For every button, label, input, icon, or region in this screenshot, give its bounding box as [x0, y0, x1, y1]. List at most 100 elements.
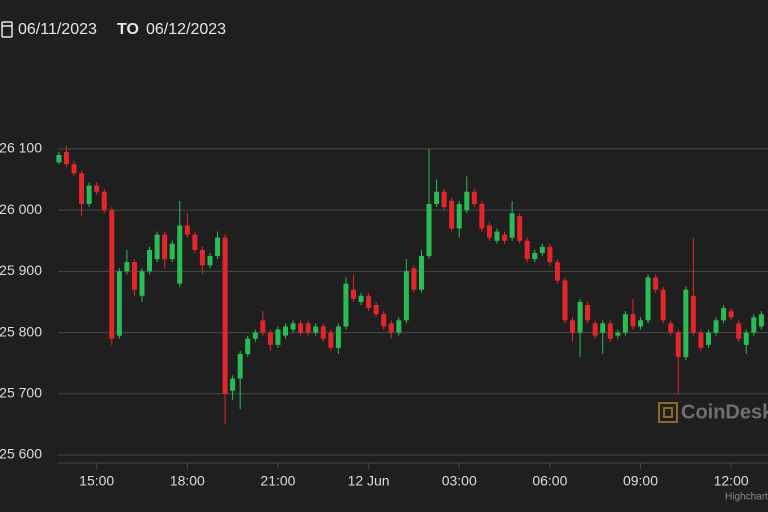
candle-body — [124, 262, 130, 272]
candle-body — [630, 314, 636, 327]
y-tick-label: 26 000 — [0, 201, 42, 217]
candle-body — [758, 314, 764, 327]
candle-body — [479, 203, 485, 229]
y-tick-label: 26 100 — [0, 140, 42, 156]
candle-body — [358, 295, 364, 302]
y-tick-label: 25 700 — [0, 385, 42, 401]
candle-body — [713, 320, 719, 333]
candle-body — [585, 305, 591, 321]
candle-body — [275, 329, 281, 345]
candle-body — [486, 225, 492, 238]
candle-body — [298, 323, 304, 333]
candle-body — [638, 320, 644, 327]
candle-body — [139, 271, 145, 296]
x-tick-label: 18:00 — [170, 473, 205, 489]
candle-body — [335, 326, 341, 348]
candle-body — [675, 332, 681, 358]
candle-body — [592, 323, 598, 336]
date-to[interactable]: 06/12/2023 — [146, 21, 226, 38]
candle-body — [116, 271, 122, 336]
candle-body — [252, 332, 258, 339]
candle-body — [230, 378, 236, 391]
candle-body — [162, 234, 168, 260]
candle-body — [267, 332, 273, 345]
candle-body — [177, 225, 183, 284]
candle-body — [690, 295, 696, 333]
candle-body — [343, 283, 349, 327]
candle-body — [554, 262, 560, 281]
candle-body — [547, 246, 553, 263]
candle-body — [751, 317, 757, 333]
candle-body — [471, 191, 477, 204]
candle-body — [517, 216, 523, 241]
candle-body — [328, 332, 334, 348]
candle-body — [653, 277, 659, 290]
candle-body — [147, 249, 153, 272]
candle-body — [705, 332, 711, 345]
candle-body — [388, 323, 394, 333]
candle-body — [449, 200, 455, 229]
candle-body — [71, 164, 77, 174]
candle-body — [434, 191, 440, 204]
y-tick-label: 25 600 — [0, 446, 42, 462]
y-tick-label: 25 900 — [0, 262, 42, 278]
candle-body — [615, 332, 621, 336]
candle-body — [562, 280, 568, 321]
candle-body — [192, 234, 198, 250]
candle-body — [743, 332, 749, 345]
candle-body — [524, 240, 530, 260]
x-tick-label: 12:00 — [714, 473, 749, 489]
y-tick-label: 25 800 — [0, 323, 42, 339]
candle-body — [215, 237, 221, 257]
candle-body — [373, 305, 379, 315]
date-from[interactable]: 06/11/2023 — [18, 21, 97, 38]
candle-body — [532, 252, 538, 260]
candle-body — [728, 311, 734, 318]
x-tick-label: 12 Jun — [348, 473, 390, 489]
x-tick-label: 09:00 — [623, 473, 658, 489]
x-tick-label: 03:00 — [442, 473, 477, 489]
candle-body — [464, 191, 470, 211]
candle-body — [283, 326, 289, 336]
candle-body — [131, 262, 137, 290]
x-tick-label: 06:00 — [532, 473, 567, 489]
candle-body — [411, 268, 417, 290]
candle-body — [109, 210, 115, 339]
candle-body — [577, 301, 583, 333]
candle-body — [313, 326, 319, 333]
candle-body — [456, 203, 462, 229]
candle-body — [502, 234, 508, 241]
candle-body — [426, 203, 432, 257]
credit[interactable]: Highcharts — [725, 492, 768, 503]
watermark: CoinDesk — [681, 401, 768, 423]
candle-body — [418, 256, 424, 290]
candle-body — [441, 191, 447, 208]
candle-body — [645, 277, 651, 321]
candle-body — [63, 151, 69, 165]
candle-body — [600, 323, 606, 333]
candle-body — [494, 231, 500, 241]
candle-body — [509, 213, 515, 238]
candle-body — [184, 225, 190, 235]
watermark-logo — [658, 402, 678, 423]
candle-body — [245, 338, 251, 355]
candle-body — [660, 289, 666, 321]
candle-body — [260, 320, 266, 333]
candle-body — [350, 289, 356, 299]
candle-body — [683, 289, 689, 358]
x-tick-label: 15:00 — [79, 473, 114, 489]
candle-body — [721, 308, 727, 321]
candle-body — [320, 326, 326, 339]
date-to-label: TO — [117, 21, 139, 38]
candle-body — [154, 234, 160, 260]
candle-body — [101, 191, 107, 211]
candle-body — [207, 256, 213, 266]
candle-body — [736, 323, 742, 339]
candle-body — [56, 155, 62, 163]
candle-body — [237, 354, 243, 379]
candle-body — [381, 314, 387, 327]
candle-body — [570, 320, 576, 333]
calendar-icon[interactable] — [1, 21, 13, 38]
